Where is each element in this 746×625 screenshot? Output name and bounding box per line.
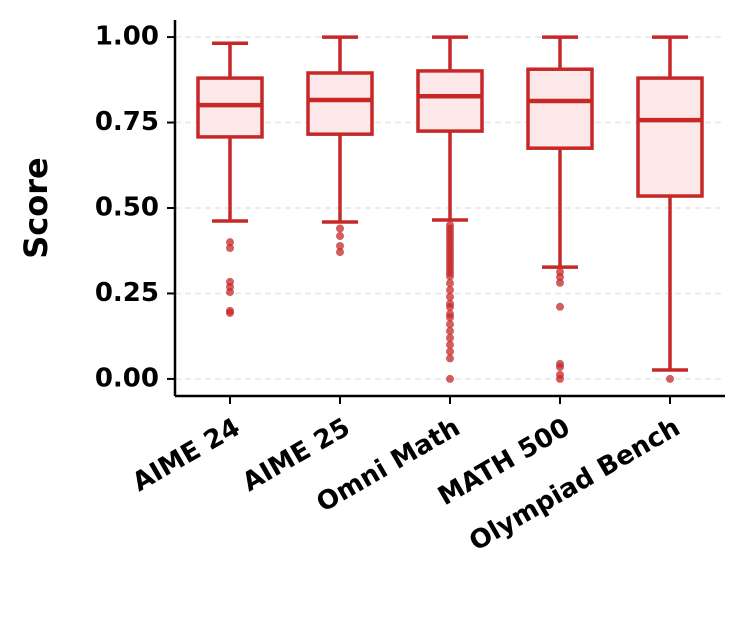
outlier: [336, 248, 344, 257]
x-tick-label: Olympiad Bench: [464, 413, 685, 558]
outlier: [446, 327, 454, 336]
outlier: [446, 279, 454, 288]
outlier: [446, 272, 454, 281]
outlier: [446, 303, 454, 312]
outlier: [336, 224, 344, 233]
y-axis-label: Score: [17, 157, 55, 258]
box: [196, 76, 264, 139]
outlier: [446, 374, 454, 383]
outlier: [226, 238, 234, 247]
outlier: [446, 347, 454, 356]
y-tick-label: 0.00: [95, 363, 159, 393]
outlier: [666, 374, 674, 383]
outlier: [446, 292, 454, 301]
outlier: [556, 374, 564, 383]
outlier: [446, 340, 454, 349]
box: [526, 67, 594, 150]
outlier: [446, 320, 454, 329]
outlier: [226, 288, 234, 297]
box: [636, 76, 704, 198]
outlier: [226, 243, 234, 252]
y-tick-label: 0.75: [95, 107, 159, 137]
box: [306, 71, 374, 136]
outlier: [446, 286, 454, 295]
y-tick-label: 0.50: [95, 193, 159, 223]
outlier: [556, 273, 564, 282]
outlier: [556, 278, 564, 287]
y-tick-label: 0.25: [95, 278, 159, 308]
outlier: [446, 354, 454, 363]
y-tick-label: 1.00: [95, 22, 159, 52]
outlier: [336, 241, 344, 250]
box: [416, 69, 484, 133]
x-tick-label: AIME 24: [127, 413, 245, 498]
outlier: [336, 232, 344, 241]
outlier: [556, 362, 564, 371]
outlier: [446, 333, 454, 342]
outlier: [556, 302, 564, 311]
outlier: [226, 308, 234, 317]
outlier: [446, 313, 454, 322]
